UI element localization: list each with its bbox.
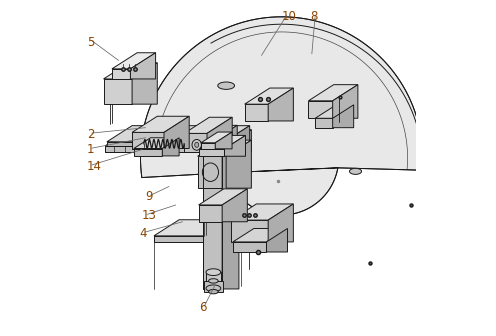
Text: 9: 9 [145,190,153,203]
Polygon shape [266,228,288,252]
Ellipse shape [206,269,221,276]
Polygon shape [197,156,226,188]
Text: 14: 14 [87,160,102,173]
Ellipse shape [209,290,218,294]
Polygon shape [245,104,268,121]
Polygon shape [333,105,354,128]
Polygon shape [315,118,333,128]
Polygon shape [164,116,189,149]
Polygon shape [206,272,221,288]
Polygon shape [222,189,248,222]
Polygon shape [112,53,156,69]
Text: 8: 8 [310,10,317,23]
Polygon shape [203,156,222,289]
Polygon shape [130,53,156,79]
Polygon shape [134,138,179,149]
Polygon shape [201,143,215,149]
Polygon shape [231,220,268,242]
Ellipse shape [350,168,362,174]
Polygon shape [204,281,223,292]
Ellipse shape [322,103,335,109]
Polygon shape [226,140,251,188]
Polygon shape [162,138,179,156]
Polygon shape [132,116,189,132]
Text: 4: 4 [140,227,147,240]
Polygon shape [140,17,423,215]
Text: 10: 10 [282,10,297,23]
Polygon shape [222,145,239,289]
Polygon shape [268,88,293,121]
Polygon shape [198,189,248,205]
Polygon shape [207,117,232,152]
Text: 1: 1 [87,143,94,156]
Polygon shape [225,126,249,146]
Polygon shape [268,204,293,242]
Polygon shape [154,236,241,242]
Polygon shape [204,136,220,156]
Polygon shape [184,133,207,152]
Polygon shape [107,142,225,146]
Ellipse shape [209,279,218,283]
Polygon shape [241,220,266,242]
Polygon shape [104,63,157,79]
Polygon shape [333,85,358,118]
Polygon shape [226,130,251,152]
Polygon shape [104,79,132,104]
Ellipse shape [218,82,235,89]
Polygon shape [309,85,358,101]
Polygon shape [199,135,246,149]
Polygon shape [197,140,251,156]
Polygon shape [198,205,222,222]
Polygon shape [184,117,232,133]
Polygon shape [309,101,333,118]
Polygon shape [215,132,232,149]
Polygon shape [204,125,237,136]
Polygon shape [231,204,293,220]
Polygon shape [201,132,232,143]
Polygon shape [233,242,266,252]
Polygon shape [315,105,354,118]
Polygon shape [220,125,237,156]
Text: 6: 6 [199,301,207,314]
Polygon shape [105,146,226,152]
Polygon shape [132,63,157,104]
Text: 5: 5 [87,36,94,48]
Ellipse shape [195,142,199,148]
Polygon shape [225,135,246,156]
Polygon shape [134,149,162,156]
Ellipse shape [206,285,221,292]
Polygon shape [245,88,293,104]
Polygon shape [132,132,164,149]
Polygon shape [107,126,249,142]
Polygon shape [233,228,288,242]
Text: 2: 2 [87,128,94,141]
Polygon shape [105,130,251,146]
Polygon shape [199,149,225,156]
Text: 13: 13 [142,209,157,222]
Polygon shape [203,145,239,156]
Ellipse shape [192,139,201,150]
Polygon shape [112,69,130,79]
Polygon shape [154,220,266,236]
